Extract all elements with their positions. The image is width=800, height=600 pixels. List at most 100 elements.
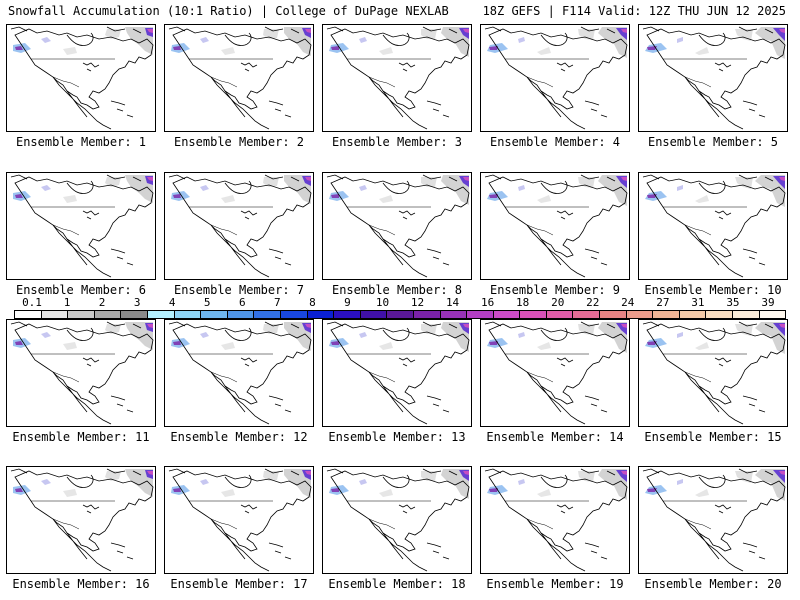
snow-heavy [779,177,785,181]
snow-shading [284,27,311,56]
coastline [540,474,568,488]
coastline [646,176,786,258]
legend-swatch [15,311,42,318]
coastline [168,174,300,182]
coastline [526,76,586,130]
great-lakes [82,210,100,220]
coastline [484,321,616,329]
legend-swatch [307,311,335,318]
coastline [66,32,94,46]
ensemble-member-label: Ensemble Member: 10 [644,283,782,297]
snow-heavy [331,194,339,198]
snow-light [200,37,209,43]
north-america-map [484,321,628,425]
snow-shading [105,29,121,39]
coastline [646,470,786,552]
coastline [382,180,410,194]
snow-shading [537,489,551,497]
snow-shading [221,47,235,55]
coastline [330,323,470,405]
ensemble-member-label: Ensemble Member: 2 [173,135,305,149]
coastline [684,518,744,572]
snow-heavy [647,488,657,492]
country-border [210,76,238,88]
snow-shading [695,342,709,350]
snow-shading [421,177,437,187]
coastline [168,468,300,476]
coastline [330,176,470,258]
north-america-map [168,174,312,278]
north-america-map [168,321,312,425]
snow-shading [125,175,153,203]
coastline [684,224,744,278]
north-america-map [642,26,786,130]
coastline [684,76,744,130]
coastline [14,176,154,258]
great-lakes [240,210,258,220]
ensemble-map-panel [480,24,630,132]
snow-shading [598,175,627,206]
snow-shading [695,195,709,203]
legend-tick-label: 20 [551,296,565,309]
snow-light [677,185,683,191]
coastline [10,174,142,182]
snow-shading [537,342,551,350]
snow-shading [755,175,785,207]
snow-shading [578,324,595,335]
coastline [488,28,628,110]
snow-shading [695,47,709,55]
ensemble-map-panel [322,319,472,427]
snow-heavy [489,46,498,50]
ensemble-member-label: Ensemble Member: 8 [331,283,463,297]
snow-shading [379,342,393,350]
snow-heavy [15,488,23,492]
snow-heavy [463,177,469,181]
snow-shading [379,489,393,497]
snow-shading [284,175,311,204]
snowfall-color-legend: 0.1 1 2 3 4 5 6 7 8 9 10 12 14 16 18 20 22 24 27 31 35 39 [14,297,786,323]
coastline [368,371,428,425]
coastline [168,321,300,329]
coastline [742,395,766,413]
snow-light [41,37,51,43]
country-border [526,518,554,530]
coastline [52,224,112,278]
snow-shading [695,489,709,497]
coastline [642,174,774,182]
snow-shading [63,489,77,497]
great-lakes [82,62,100,72]
coastline [382,32,410,46]
ensemble-map-panel [164,319,314,427]
snow-shading [221,195,235,203]
snow-shading [263,471,279,481]
snow-light [200,185,209,191]
coastline [52,371,112,425]
snow-shading [578,471,595,482]
snow-heavy [621,471,627,475]
north-america-map [326,174,470,278]
coastline [484,468,616,476]
snow-shading [735,29,753,41]
coastline [684,371,744,425]
coastline [642,321,774,329]
ensemble-member-label: Ensemble Member: 18 [328,577,466,591]
snow-heavy [305,471,311,475]
legend-swatch [520,311,547,318]
great-lakes [556,62,574,72]
snow-heavy [173,488,181,492]
north-america-map [326,26,470,130]
coastline [210,76,270,130]
snow-shading [537,195,551,203]
legend-swatch [573,311,601,318]
snow-heavy [621,177,627,181]
coastline [326,321,458,329]
snow-shading [379,195,393,203]
legend-tick-label: 8 [309,296,316,309]
snow-shading [441,175,469,205]
snow-shading [441,27,469,57]
snow-light [359,332,367,338]
great-lakes [398,62,416,72]
snow-heavy [331,46,339,50]
north-america-map [326,321,470,425]
country-border [210,224,238,236]
